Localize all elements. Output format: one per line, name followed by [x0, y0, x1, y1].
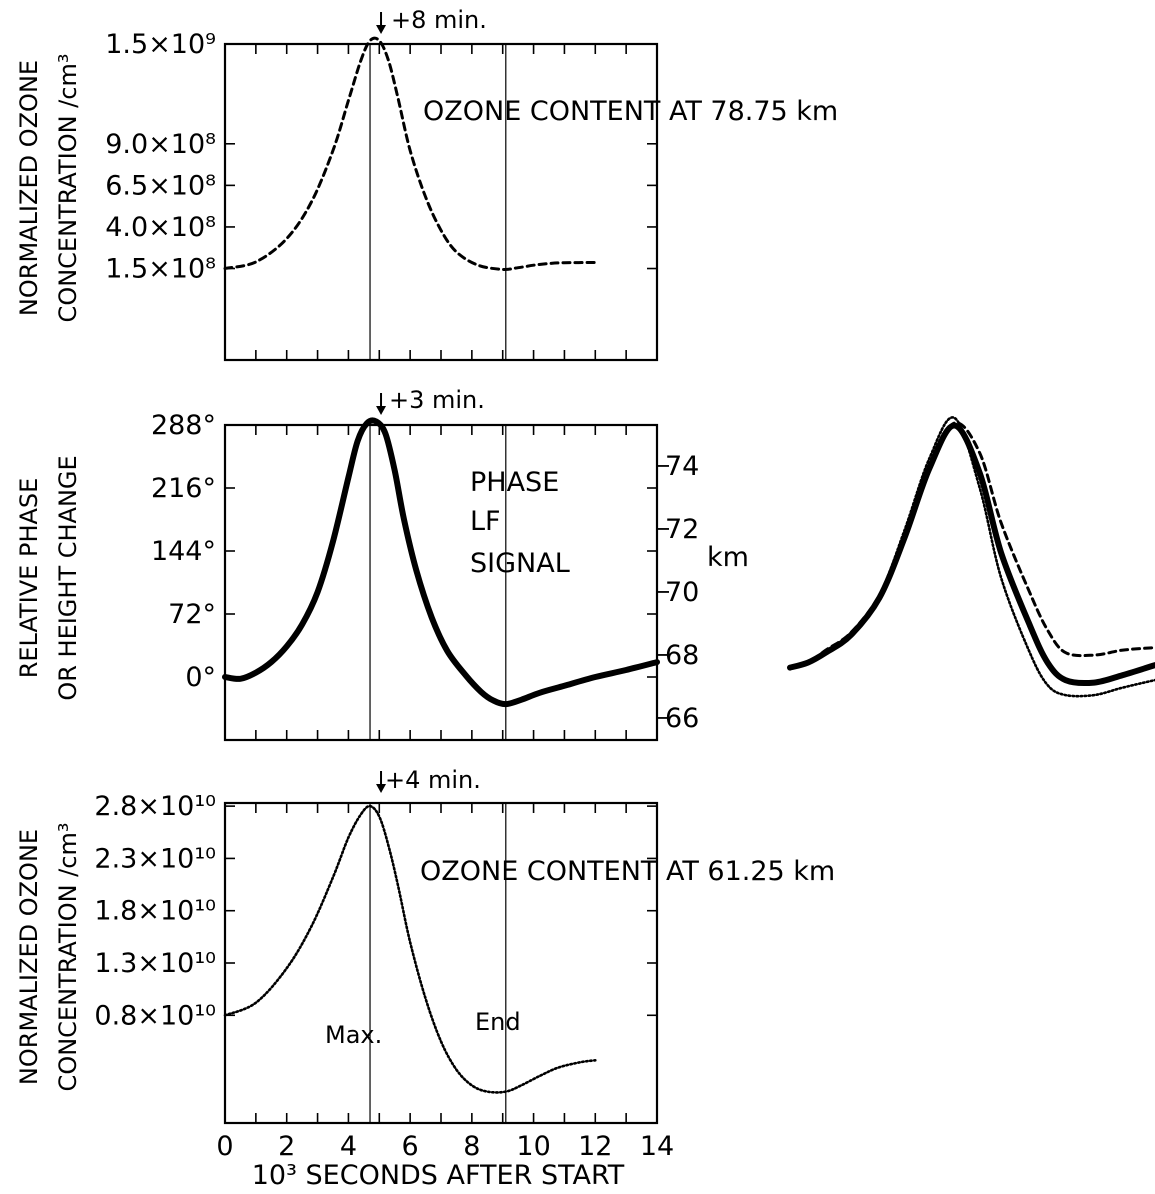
panel2-title-line1: PHASE — [470, 467, 559, 498]
y2-tick-label: 68 — [665, 640, 699, 671]
y2-tick-label: 70 — [665, 577, 699, 608]
panel2-title-line2: LF — [470, 506, 501, 537]
peak-arrowhead-icon — [376, 25, 387, 34]
y2-tick-label: 66 — [665, 703, 699, 734]
marker-label-max: Max. — [325, 1021, 382, 1049]
y-tick-label: 72° — [168, 599, 216, 630]
y-tick-label: 4.0×10⁸ — [105, 212, 216, 243]
panel-3-series-dotted — [223, 804, 597, 1094]
panel-1: 1.5×10⁹ 9.0×10⁸ 6.5×10⁸ 4.0×10⁸ 1.5×10⁸ — [105, 12, 659, 362]
y-tick-label: 2.8×10¹⁰ — [94, 791, 216, 822]
x-tick-label: 0 — [216, 1131, 233, 1162]
panel1-ylabel-line2: CONCENTRATION /cm³ — [54, 54, 82, 323]
y-tick-label: 1.8×10¹⁰ — [94, 896, 216, 927]
y-tick-label: 0.8×10¹⁰ — [94, 1000, 216, 1031]
panel3-title: OZONE CONTENT AT 61.25 km — [420, 856, 835, 887]
y-tick-label: 6.5×10⁸ — [105, 170, 216, 201]
y-tick-label: 9.0×10⁸ — [105, 129, 216, 160]
panel-2: 288° 216° 144° 72° 0° 74 72 70 68 66 — [151, 393, 699, 742]
panel-2-series-solid — [222, 417, 660, 708]
y-tick-label: 144° — [151, 536, 216, 567]
panel3-peak-annotation: +4 min. — [385, 766, 481, 794]
x-tick-label: 12 — [578, 1131, 612, 1162]
x-axis-label: 10³ SECONDS AFTER START — [252, 1160, 625, 1191]
panel-3: 2.8×10¹⁰ 2.3×10¹⁰ 1.8×10¹⁰ 1.3×10¹⁰ 0.8×10¹⁰… — [94, 771, 674, 1162]
y-tick-label: 2.3×10¹⁰ — [94, 843, 216, 874]
y-tick-label: 216° — [151, 473, 216, 504]
panel-2-frame — [223, 423, 659, 742]
panel2-ylabel-line2: OR HEIGHT CHANGE — [54, 455, 82, 700]
panel3-ylabel-line2: CONCENTRATION /cm³ — [54, 823, 82, 1092]
overlay-chart — [787, 416, 1155, 698]
panel2-ylabel-line1: RELATIVE PHASE — [15, 478, 43, 679]
y-tick-label: 0° — [185, 662, 216, 693]
panel1-title: OZONE CONTENT AT 78.75 km — [423, 96, 838, 127]
x-tick-label: 14 — [640, 1131, 674, 1162]
x-tick-label: 6 — [402, 1131, 419, 1162]
y-tick-label: 1.5×10⁸ — [105, 254, 216, 285]
x-tick-label: 8 — [463, 1131, 480, 1162]
x-tick-label: 4 — [340, 1131, 357, 1162]
y-tick-label: 1.3×10¹⁰ — [94, 948, 216, 979]
panel2-peak-annotation: +3 min. — [389, 386, 485, 414]
peak-arrowhead-icon — [376, 784, 387, 793]
y-tick-label: 1.5×10⁹ — [105, 29, 216, 60]
x-tick-label: 10 — [516, 1131, 550, 1162]
panel1-ylabel-line1: NORMALIZED OZONE — [15, 60, 43, 316]
y2-tick-label: 74 — [665, 451, 699, 482]
panel-1-series-dashed — [223, 36, 597, 271]
panel2-title-line3: SIGNAL — [470, 548, 570, 579]
x-tick-label: 2 — [278, 1131, 295, 1162]
panel1-peak-annotation: +8 min. — [391, 6, 487, 34]
overlay-series-dotted — [788, 416, 1155, 698]
y-tick-label: 288° — [151, 410, 216, 441]
peak-arrowhead-icon — [376, 406, 387, 415]
y2-tick-label: 72 — [665, 514, 699, 545]
panel3-ylabel-line1: NORMALIZED OZONE — [15, 829, 43, 1085]
marker-label-end: End — [475, 1008, 521, 1036]
panel2-y2-label: km — [707, 542, 749, 573]
panel-1-frame — [223, 42, 659, 362]
plots-layer: 1.5×10⁹9.0×10⁸6.5×10⁸4.0×10⁸1.5×10⁸288°2… — [94, 12, 1155, 1162]
